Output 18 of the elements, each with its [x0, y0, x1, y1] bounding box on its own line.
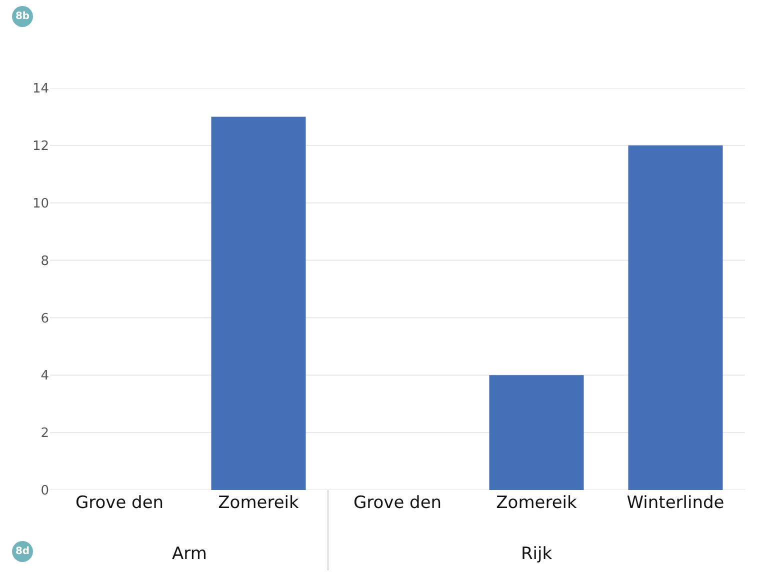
y-tick-label: 4	[40, 368, 49, 384]
y-tick-label: 14	[32, 82, 49, 97]
bar	[211, 116, 306, 490]
text: Rijk	[521, 544, 552, 564]
bar	[489, 375, 584, 490]
x-tick-label: Winterlinde	[626, 493, 724, 513]
y-tick-label: 2	[40, 426, 49, 442]
x-tick-label: Grove den	[353, 493, 442, 513]
y-tick-label: 8	[40, 254, 49, 269]
bar	[628, 145, 723, 490]
y-tick-label: 10	[32, 196, 49, 212]
x-tick-label: Zomereik	[218, 493, 300, 513]
x-tick-label: Zomereik	[496, 493, 578, 513]
x-tick-label: Grove den	[75, 493, 164, 513]
y-tick-label: 12	[32, 138, 49, 154]
y-tick-label: 0	[40, 484, 49, 499]
y-tick-label: 6	[40, 311, 49, 326]
text: Arm	[172, 544, 207, 564]
